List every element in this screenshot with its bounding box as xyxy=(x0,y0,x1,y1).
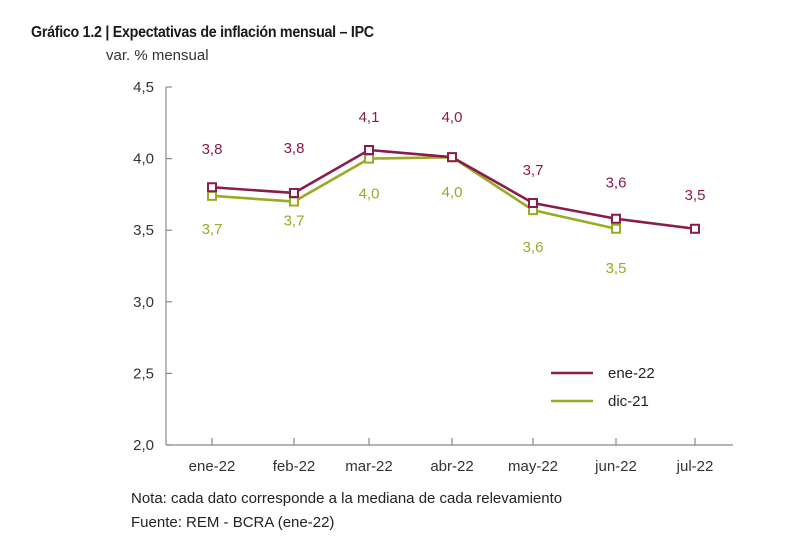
data-point-marker xyxy=(528,197,538,208)
data-label-ene-22: 3,6 xyxy=(606,175,627,192)
data-point-marker xyxy=(207,182,217,193)
data-label-ene-22: 3,5 xyxy=(685,187,706,204)
data-point-marker xyxy=(447,152,457,163)
series-line-dic-21 xyxy=(211,155,617,231)
y-tick-label: 3,5 xyxy=(133,222,154,239)
axes: 2,0 2,5 3,0 3,5 4,0 4,5 ene-22 feb-22 mar-22 abr-… xyxy=(133,79,733,475)
legend-label-ene-22: ene-22 xyxy=(608,365,655,382)
x-tick-label: abr-22 xyxy=(430,458,473,475)
y-tick-label: 2,0 xyxy=(133,437,154,454)
data-point-marker xyxy=(611,213,621,224)
chart-title: Gráfico 1.2 | Expectativas de inflación … xyxy=(31,24,374,41)
legend: ene-22 dic-21 xyxy=(551,365,655,410)
data-point-marker xyxy=(364,153,374,164)
data-point-marker xyxy=(690,223,700,234)
chart-note: Nota: cada dato corresponde a la mediana… xyxy=(131,490,563,507)
data-label-dic-21: 3,5 xyxy=(606,260,627,277)
x-tick-label: feb-22 xyxy=(273,458,316,475)
y-tick-label: 3,0 xyxy=(133,294,154,311)
data-label-ene-22: 4,0 xyxy=(442,109,463,126)
data-point-marker xyxy=(611,223,621,234)
data-label-dic-21: 3,6 xyxy=(523,239,544,256)
legend-label-dic-21: dic-21 xyxy=(608,393,649,410)
data-label-ene-22: 3,7 xyxy=(523,162,544,179)
data-point-marker xyxy=(289,187,299,198)
series-lines xyxy=(207,145,700,234)
chart-source: Fuente: REM - BCRA (ene-22) xyxy=(131,514,335,531)
data-label-dic-21: 3,7 xyxy=(202,221,223,238)
data-label-ene-22: 3,8 xyxy=(284,140,305,157)
data-label-dic-21: 3,7 xyxy=(284,213,305,230)
data-label-dic-21: 4,0 xyxy=(359,186,380,203)
y-tick-label: 4,0 xyxy=(133,151,154,168)
data-label-dic-21: 4,0 xyxy=(442,184,463,201)
y-tick-label: 4,5 xyxy=(133,79,154,96)
data-label-ene-22: 4,1 xyxy=(359,109,380,126)
x-tick-label: ene-22 xyxy=(189,458,236,475)
x-tick-label: may-22 xyxy=(508,458,558,475)
x-tick-label: jun-22 xyxy=(594,458,637,475)
data-point-marker xyxy=(207,190,217,201)
x-tick-label: jul-22 xyxy=(676,458,714,475)
data-point-marker xyxy=(289,196,299,207)
y-tick-label: 2,5 xyxy=(133,365,154,382)
x-tick-label: mar-22 xyxy=(345,458,393,475)
y-axis-unit-label: var. % mensual xyxy=(106,47,209,64)
data-label-ene-22: 3,8 xyxy=(202,141,223,158)
data-labels: 3,8 3,8 4,1 4,0 3,7 3,6 3,5 3,7 3,7 4,0 4,0 3,6 3,5 xyxy=(202,109,706,277)
data-point-marker xyxy=(364,145,374,156)
